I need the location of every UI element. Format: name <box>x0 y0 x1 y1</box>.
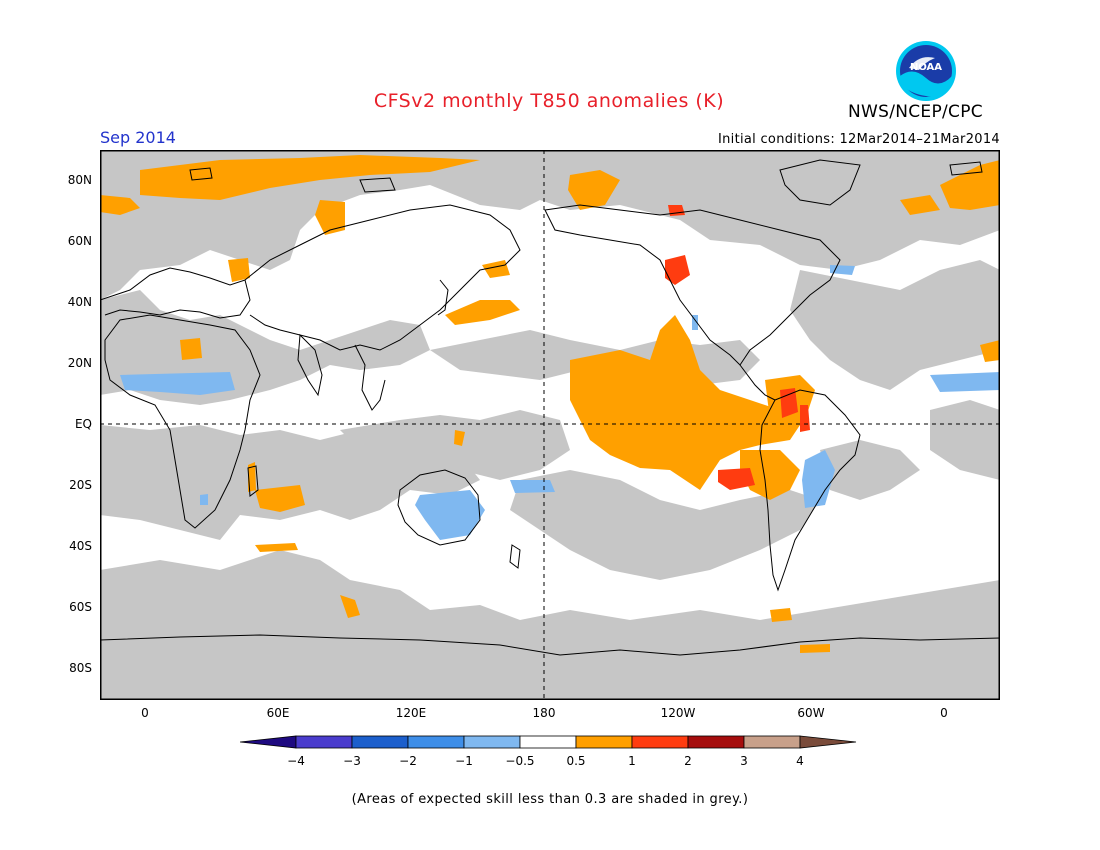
low-skill-mask <box>100 150 1000 700</box>
lon-label: 0 <box>141 706 149 720</box>
lat-label: 60S <box>69 600 92 614</box>
colorbar-segment <box>463 735 521 749</box>
colorbar-tick-label: −1 <box>455 754 473 768</box>
lat-label: 60N <box>67 234 92 248</box>
colorbar-tick-label: −3 <box>343 754 361 768</box>
lon-label: 0 <box>940 706 948 720</box>
colorbar-left-arrow <box>239 735 297 749</box>
agency-label: NWS/NCEP/CPC <box>848 102 983 122</box>
colorbar-tick-label: 4 <box>796 754 804 768</box>
colorbar-tick-label: 3 <box>740 754 748 768</box>
lat-label: 40N <box>67 295 92 309</box>
colorbar-tick-label: −2 <box>399 754 417 768</box>
anomaly-map <box>100 150 1000 700</box>
lat-label: 20S <box>69 478 92 492</box>
colorbar-segment <box>407 735 465 749</box>
lon-label: 120W <box>660 706 696 720</box>
colorbar-tick-label: 0.5 <box>566 754 586 768</box>
initial-conditions: Initial conditions: 12Mar2014–21Mar2014 <box>717 132 1000 147</box>
colorbar-tick-label: −4 <box>287 754 305 768</box>
colorbar-segment <box>295 735 353 749</box>
map-title: CFSv2 monthly T850 anomalies (K) <box>373 90 725 112</box>
noaa-logo: NOAA <box>895 40 957 102</box>
strong-warm-anomaly-regions <box>665 205 810 490</box>
colorbar-tick-label: 2 <box>684 754 692 768</box>
cool-anomaly-regions <box>120 265 1000 540</box>
forecast-month: Sep 2014 <box>100 128 176 147</box>
land-outlines <box>100 159 1000 656</box>
colorbar-tick-label: −0.5 <box>505 754 535 768</box>
lat-label: 80N <box>67 173 92 187</box>
colorbar-segment <box>743 735 801 749</box>
noaa-logo-text: NOAA <box>910 62 942 73</box>
warm-anomaly-regions <box>100 155 1000 653</box>
lat-label: 40S <box>69 539 92 553</box>
colorbar-segment <box>351 735 409 749</box>
lon-label: 120E <box>395 706 427 720</box>
colorbar-segment <box>575 735 633 749</box>
lat-label: 20N <box>67 356 92 370</box>
lon-label: 60E <box>266 706 290 720</box>
colorbar-segment <box>631 735 689 749</box>
skill-footnote: (Areas of expected skill less than 0.3 a… <box>351 792 749 807</box>
colorbar-segment <box>687 735 745 749</box>
map-frame <box>100 150 1000 700</box>
colorbar-tick-label: 1 <box>628 754 636 768</box>
lon-label: 180 <box>532 706 556 720</box>
colorbar-right-arrow <box>799 735 857 749</box>
colorbar <box>239 734 862 754</box>
lat-label: 80S <box>69 661 92 675</box>
lat-label: EQ <box>74 417 92 431</box>
lon-label: 60W <box>797 706 825 720</box>
colorbar-segment <box>519 735 577 749</box>
